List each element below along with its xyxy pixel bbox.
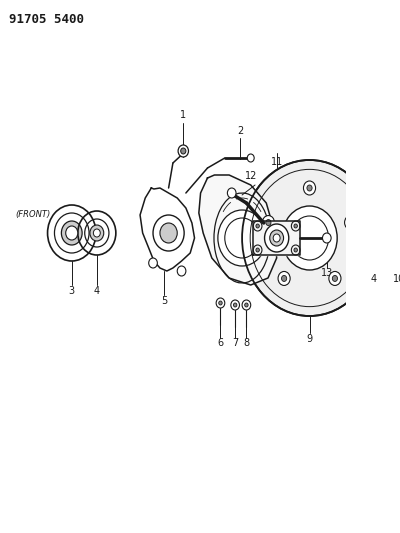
Circle shape — [177, 266, 186, 276]
Circle shape — [273, 234, 280, 242]
Circle shape — [256, 248, 259, 252]
Text: 8: 8 — [243, 338, 250, 348]
Circle shape — [344, 215, 357, 230]
Circle shape — [181, 148, 186, 154]
Circle shape — [216, 298, 225, 308]
Text: 5: 5 — [161, 296, 167, 306]
Text: 2: 2 — [237, 126, 244, 136]
Circle shape — [218, 210, 266, 266]
Circle shape — [282, 276, 287, 281]
Circle shape — [234, 303, 237, 307]
Text: 7: 7 — [232, 338, 238, 348]
Circle shape — [294, 224, 298, 228]
Circle shape — [354, 208, 400, 268]
Circle shape — [294, 248, 298, 252]
Circle shape — [160, 223, 177, 243]
Text: 3: 3 — [69, 286, 75, 296]
Circle shape — [332, 276, 338, 281]
Circle shape — [242, 300, 251, 310]
Polygon shape — [253, 221, 300, 255]
Text: 91705 5400: 91705 5400 — [9, 13, 84, 26]
Circle shape — [66, 226, 78, 240]
Circle shape — [278, 271, 290, 286]
Circle shape — [322, 233, 331, 243]
Circle shape — [178, 145, 188, 157]
Circle shape — [245, 303, 248, 307]
Text: 4: 4 — [94, 286, 100, 296]
Circle shape — [282, 206, 337, 270]
Circle shape — [242, 160, 377, 316]
Polygon shape — [140, 188, 194, 271]
Circle shape — [270, 230, 284, 246]
Circle shape — [219, 301, 222, 305]
Text: (FRONT): (FRONT) — [16, 211, 51, 220]
Circle shape — [262, 215, 274, 230]
Circle shape — [329, 271, 341, 286]
Circle shape — [363, 218, 398, 258]
Text: 1: 1 — [180, 110, 186, 120]
Circle shape — [90, 225, 104, 241]
Circle shape — [149, 258, 157, 268]
Text: 12: 12 — [244, 171, 257, 181]
Text: 13: 13 — [321, 268, 333, 278]
Circle shape — [264, 224, 289, 252]
Circle shape — [348, 220, 353, 225]
Circle shape — [61, 221, 82, 245]
Circle shape — [93, 229, 100, 237]
Text: 11: 11 — [270, 157, 283, 167]
Circle shape — [304, 181, 316, 195]
Text: 4: 4 — [370, 274, 376, 284]
Text: 9: 9 — [306, 334, 312, 344]
Circle shape — [231, 300, 240, 310]
Circle shape — [370, 226, 391, 250]
Circle shape — [266, 220, 271, 225]
Polygon shape — [199, 175, 277, 285]
Text: 10: 10 — [393, 274, 400, 284]
Circle shape — [247, 154, 254, 162]
Text: 6: 6 — [218, 338, 224, 348]
Circle shape — [153, 215, 184, 251]
Circle shape — [307, 185, 312, 191]
Circle shape — [256, 224, 259, 228]
Circle shape — [227, 188, 236, 198]
